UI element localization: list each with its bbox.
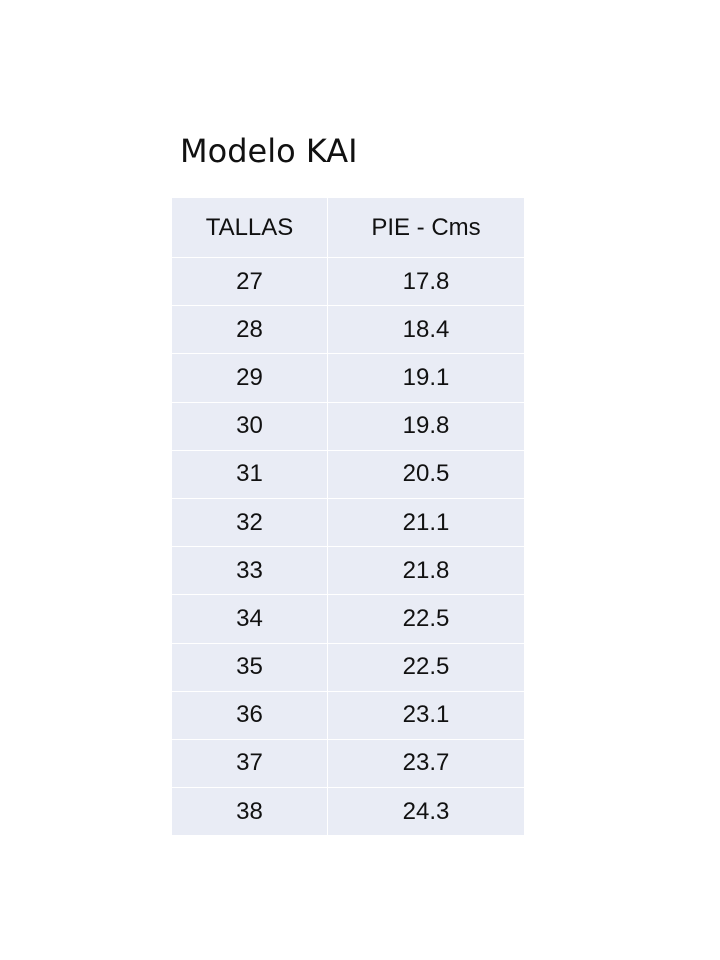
header-cell: PIE - Cms [327,197,525,258]
table-row: 35 22.5 [171,642,525,692]
size-cell: 33 [171,546,328,596]
foot-length-cell: 22.5 [327,642,525,692]
table-row: 32 21.1 [171,497,525,548]
foot-length-cell: 24.3 [327,787,525,837]
size-cell: 37 [171,738,328,789]
table-row: 30 19.8 [171,401,525,451]
table-row: 38 24.3 [171,787,525,837]
foot-length-cell: 22.5 [327,594,525,644]
table-row: 27 17.8 [171,256,525,307]
size-table: TALLAS PIE - Cms 27 17.8 28 18.4 29 19.1 30 19.8 3… [171,197,525,837]
table-body: TALLAS PIE - Cms 27 17.8 28 18.4 29 19.1 30 19.8 3… [171,197,525,837]
table-row: 37 23.7 [171,738,525,789]
foot-length-cell: 20.5 [327,449,525,499]
table-row: 31 20.5 [171,449,525,499]
foot-length-cell: 18.4 [327,305,525,355]
size-cell: 34 [171,594,328,644]
header-row: TALLAS PIE - Cms [171,197,525,258]
size-cell: 35 [171,642,328,692]
size-cell: 29 [171,353,328,403]
foot-length-cell: 23.7 [327,738,525,789]
size-cell: 30 [171,401,328,451]
size-cell: 31 [171,449,328,499]
foot-length-cell: 17.8 [327,256,525,307]
size-cell: 32 [171,497,328,548]
foot-length-cell: 19.1 [327,353,525,403]
foot-length-cell: 21.1 [327,497,525,548]
header-cell: TALLAS [171,197,328,258]
size-cell: 28 [171,305,328,355]
foot-length-cell: 23.1 [327,690,525,740]
table-row: 36 23.1 [171,690,525,740]
title: Modelo KAI [180,132,358,170]
table-row: 34 22.5 [171,594,525,644]
foot-length-cell: 21.8 [327,546,525,596]
table-row: 33 21.8 [171,546,525,596]
table-row: 28 18.4 [171,305,525,355]
size-cell: 36 [171,690,328,740]
size-cell: 27 [171,256,328,307]
foot-length-cell: 19.8 [327,401,525,451]
table-row: 29 19.1 [171,353,525,403]
size-cell: 38 [171,787,328,837]
